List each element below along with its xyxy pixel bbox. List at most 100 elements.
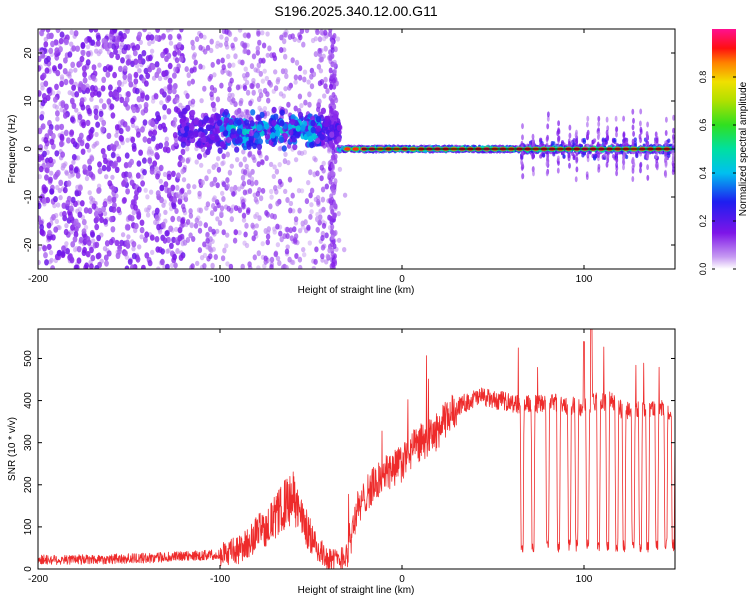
spectrogram-cell bbox=[268, 203, 273, 210]
spectrogram-cell bbox=[309, 209, 314, 215]
snr-y-axis-label: SNR (10 * v/v) bbox=[7, 417, 18, 481]
spectrogram-cell bbox=[212, 128, 218, 135]
spectrogram-cell bbox=[119, 96, 125, 104]
y-tick-label: 20 bbox=[23, 47, 34, 59]
spectrogram-cell bbox=[125, 125, 131, 132]
spectrogram-cell bbox=[180, 157, 186, 163]
spectrogram-cell bbox=[639, 108, 643, 115]
spectrogram-cell bbox=[167, 34, 173, 41]
spectrogram-cell bbox=[313, 258, 318, 265]
spectrogram-cell bbox=[296, 188, 302, 194]
spectrogram-cell bbox=[320, 139, 326, 146]
spectrogram-cell bbox=[256, 62, 261, 69]
spectrogram-cell bbox=[185, 219, 191, 225]
spectrogram-cell bbox=[632, 158, 635, 165]
spectrogram-cell bbox=[279, 47, 284, 53]
spectrogram-cell bbox=[251, 53, 257, 60]
spectrogram-cell bbox=[664, 140, 667, 147]
spectrogram-cell bbox=[224, 243, 229, 249]
spectrogram-cell bbox=[260, 159, 265, 166]
spectrogram-cell bbox=[38, 127, 43, 135]
spectrogram-cell bbox=[93, 29, 99, 33]
spectrogram-cell bbox=[239, 111, 245, 118]
spectrogram-cell bbox=[176, 42, 182, 49]
spectrogram-cell bbox=[143, 236, 148, 243]
spectrogram-cell bbox=[43, 41, 49, 48]
spectrogram-cell bbox=[185, 140, 191, 147]
spectrogram-cell bbox=[177, 235, 182, 242]
spectrogram-cell bbox=[209, 133, 215, 141]
spectrogram-cell bbox=[103, 254, 109, 261]
spectrogram-cell bbox=[539, 137, 543, 142]
spectrogram-cell bbox=[41, 184, 47, 191]
spectrogram-cell bbox=[97, 207, 103, 215]
spectrogram-cell bbox=[154, 214, 160, 222]
spectrogram-cell bbox=[293, 74, 299, 81]
spectrogram-cell bbox=[211, 203, 216, 209]
spectrogram-cell bbox=[122, 65, 128, 72]
spectrogram-cell bbox=[55, 202, 61, 208]
spectrogram-cell bbox=[575, 156, 579, 163]
spectrogram-cell bbox=[44, 67, 50, 74]
spectrogram-cell bbox=[76, 257, 82, 264]
spectrogram-cell bbox=[221, 196, 226, 202]
spectrogram-cell bbox=[295, 125, 301, 132]
spectrogram-cell bbox=[213, 254, 218, 260]
spectrogram-cell bbox=[154, 34, 160, 42]
spectrogram-cell bbox=[263, 258, 268, 265]
spectrogram-cell bbox=[298, 34, 303, 41]
spectrogram-cell bbox=[157, 75, 163, 82]
spectrogram-cell bbox=[211, 228, 216, 235]
spectrogram-cell bbox=[178, 55, 184, 63]
spectrogram-cell bbox=[241, 217, 247, 223]
spectrogram-cell bbox=[135, 44, 141, 51]
spectrogram-cell bbox=[69, 97, 75, 105]
spectrogram-cell bbox=[283, 68, 288, 75]
spectrogram-cell bbox=[136, 211, 142, 218]
spectrogram-cell bbox=[241, 149, 246, 155]
spectrogram-cell bbox=[190, 39, 195, 46]
spectrogram-cell bbox=[205, 201, 211, 208]
spectrogram-cell bbox=[102, 65, 108, 73]
spectrogram-cell bbox=[557, 128, 560, 135]
spectrogram-cell bbox=[269, 264, 274, 269]
spectrogram-cell bbox=[126, 234, 131, 240]
spectrogram-cell bbox=[631, 164, 635, 171]
spectrogram-cell bbox=[324, 232, 329, 239]
spectrogram-cell bbox=[291, 136, 297, 143]
spectrogram-cell bbox=[230, 92, 235, 98]
spectrogram-cell bbox=[178, 254, 184, 261]
spectrogram-cell bbox=[289, 235, 294, 242]
spectrogram-cell bbox=[125, 29, 130, 34]
spectrogram-cell bbox=[234, 146, 240, 153]
spectrogram-cell bbox=[143, 106, 149, 114]
spectrogram-cell bbox=[172, 50, 178, 57]
spectrogram-cell bbox=[142, 169, 147, 176]
spectrogram-cell bbox=[130, 199, 136, 206]
spectrogram-cell bbox=[102, 246, 108, 252]
spectrogram-cell bbox=[39, 229, 45, 236]
spectrogram-cell bbox=[164, 47, 169, 55]
spectrogram-cell bbox=[116, 206, 122, 213]
spectrogram-cell bbox=[111, 196, 117, 203]
spectrogram-cell bbox=[69, 29, 74, 35]
spectrogram-cell bbox=[215, 228, 220, 234]
spectrogram-cell bbox=[196, 153, 203, 160]
spectrogram-cell bbox=[73, 264, 79, 269]
spectrogram-cell bbox=[319, 164, 324, 171]
spectrogram-cell bbox=[188, 212, 194, 219]
spectrogram-cell bbox=[297, 207, 302, 214]
spectrogram-cell bbox=[235, 157, 240, 163]
spectrogram-cell bbox=[260, 241, 265, 247]
spectrogram-cell bbox=[171, 170, 176, 177]
spectrogram-cell bbox=[246, 207, 251, 214]
spectrogram-cell bbox=[249, 63, 255, 70]
spectrogram-cell bbox=[93, 210, 99, 218]
spectrogram-cell bbox=[639, 167, 642, 174]
spectrogram-cell bbox=[605, 161, 609, 168]
spectrogram-cell bbox=[290, 57, 295, 64]
spectrogram-cell bbox=[48, 156, 53, 164]
spectrogram-cell bbox=[632, 117, 635, 124]
spectrogram-cell bbox=[64, 170, 70, 176]
spectrogram-cell bbox=[100, 126, 106, 133]
